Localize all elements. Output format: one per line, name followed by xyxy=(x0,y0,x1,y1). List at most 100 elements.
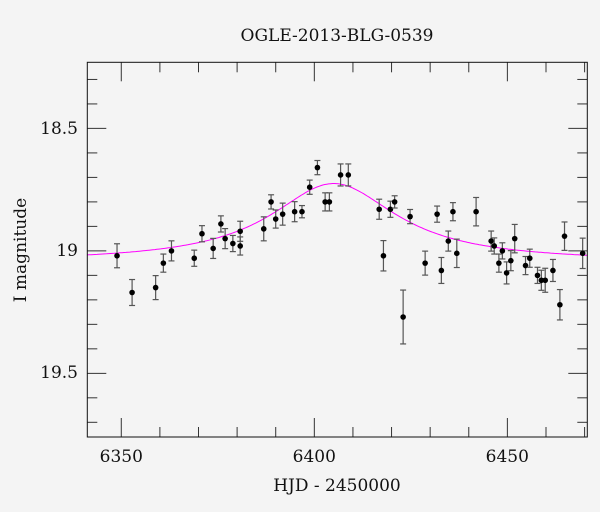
data-point xyxy=(337,163,344,187)
data-point xyxy=(210,237,217,260)
point-marker xyxy=(508,257,514,264)
point-marker xyxy=(260,226,267,232)
data-point xyxy=(495,253,502,273)
model-curve-group xyxy=(87,183,588,256)
point-marker xyxy=(534,272,541,279)
data-point xyxy=(272,209,279,229)
point-marker xyxy=(191,255,198,262)
point-marker xyxy=(434,211,440,217)
point-marker xyxy=(322,199,328,205)
data-point xyxy=(152,275,159,301)
point-marker xyxy=(400,314,406,320)
x-tick-label: 6350 xyxy=(100,447,143,467)
data-point xyxy=(549,258,556,283)
point-marker xyxy=(422,260,428,266)
data-point xyxy=(229,234,236,253)
data-point xyxy=(538,269,545,291)
point-marker xyxy=(503,270,510,276)
y-tick-label: 18.5 xyxy=(40,119,78,139)
data-point xyxy=(511,223,518,254)
data-point xyxy=(387,200,394,218)
point-marker xyxy=(222,235,228,242)
data-point xyxy=(222,227,229,250)
data-point xyxy=(129,278,136,307)
data-point xyxy=(298,204,305,219)
point-marker xyxy=(129,289,135,296)
point-marker xyxy=(218,221,224,227)
point-marker xyxy=(557,301,563,308)
data-point xyxy=(534,266,541,285)
data-point xyxy=(306,179,313,195)
data-point xyxy=(314,159,321,176)
data-point xyxy=(322,192,329,212)
data-point xyxy=(453,238,460,269)
data-point xyxy=(391,195,398,209)
point-marker xyxy=(326,199,333,205)
data-point xyxy=(168,240,175,262)
data-point xyxy=(438,256,445,285)
data-point xyxy=(160,253,167,273)
data-point xyxy=(291,201,298,223)
y-axis-label: I magnitude xyxy=(11,198,31,302)
data-point xyxy=(449,202,456,222)
data-point xyxy=(380,239,387,272)
data-point xyxy=(434,205,441,223)
plot-frame xyxy=(86,61,588,438)
point-marker xyxy=(445,238,452,244)
data-point xyxy=(499,242,506,260)
data-point xyxy=(445,230,452,252)
point-marker xyxy=(499,248,506,254)
point-marker xyxy=(407,213,413,220)
point-marker xyxy=(160,260,167,266)
point-marker xyxy=(345,172,352,178)
point-marker xyxy=(496,260,502,266)
data-point xyxy=(237,236,244,256)
chart-title: OGLE-2013-BLG-0539 xyxy=(241,26,434,46)
point-marker xyxy=(491,243,498,249)
axis-ticks xyxy=(87,62,588,437)
data-point xyxy=(191,249,198,267)
point-marker xyxy=(210,245,216,252)
data-point xyxy=(376,198,383,220)
point-marker xyxy=(380,252,387,259)
point-marker xyxy=(387,206,394,213)
x-axis-label: HJD - 2450000 xyxy=(273,476,401,496)
point-marker xyxy=(237,228,243,235)
point-marker xyxy=(279,211,286,217)
point-marker xyxy=(391,199,398,205)
point-marker xyxy=(306,184,313,190)
point-marker xyxy=(337,172,344,178)
data-point xyxy=(400,289,407,345)
data-point xyxy=(217,215,224,233)
point-marker xyxy=(314,164,321,171)
point-marker xyxy=(230,240,236,247)
y-tick-label: 19.5 xyxy=(40,363,78,383)
x-tick-label: 6400 xyxy=(293,447,336,467)
data-point xyxy=(407,208,414,225)
point-marker xyxy=(272,216,279,222)
data-point xyxy=(114,243,121,269)
point-marker xyxy=(550,267,556,274)
tick-labels: 6350 6400 6450 18.5 19 19.5 xyxy=(40,119,529,467)
point-marker xyxy=(438,267,445,274)
data-point xyxy=(473,196,480,227)
data-point xyxy=(422,250,429,276)
data-point xyxy=(279,202,286,226)
data-point xyxy=(522,255,529,276)
point-marker xyxy=(579,250,586,257)
point-marker xyxy=(511,235,518,242)
data-point xyxy=(345,163,352,187)
data-point xyxy=(556,288,563,321)
data-point xyxy=(268,194,275,210)
point-marker xyxy=(538,277,545,284)
x-tick-label: 6450 xyxy=(486,447,529,467)
point-marker xyxy=(152,284,159,291)
data-point xyxy=(503,261,510,285)
data-point xyxy=(579,237,586,270)
point-marker xyxy=(168,248,175,254)
point-marker xyxy=(199,230,205,237)
point-marker xyxy=(542,277,549,284)
model-curve xyxy=(87,183,588,256)
point-marker xyxy=(561,233,568,239)
